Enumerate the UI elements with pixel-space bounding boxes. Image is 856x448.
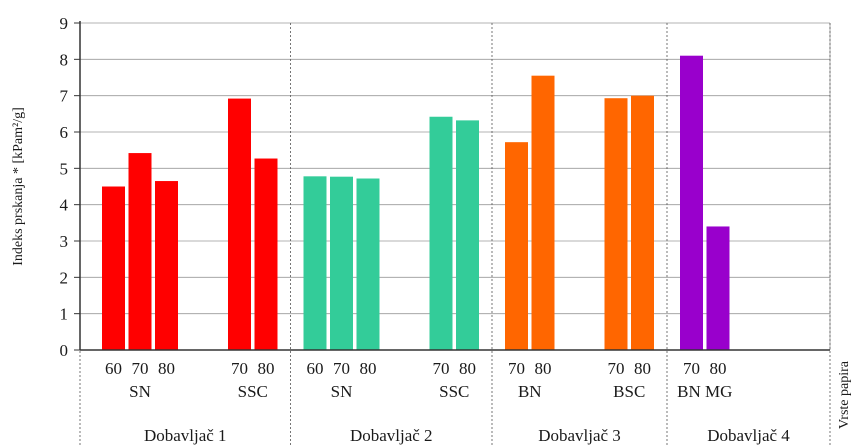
bar — [102, 186, 125, 350]
bar — [128, 153, 152, 350]
horizontal-gridlines — [80, 22, 831, 350]
x-tick-label: 70 — [433, 359, 450, 378]
bar — [604, 98, 628, 351]
bar — [155, 181, 178, 350]
x-tick-label: 80 — [634, 359, 651, 378]
y-tick-label: 9 — [60, 14, 69, 33]
bar — [303, 176, 327, 350]
x-tick-label: 80 — [360, 359, 377, 378]
supplier-label: Dobavljač 4 — [707, 426, 790, 445]
bar — [456, 120, 479, 350]
y-tick-label: 3 — [60, 232, 69, 251]
bar — [429, 116, 453, 351]
x-tick-label: 80 — [459, 359, 476, 378]
x-tick-label: 70 — [683, 359, 700, 378]
group-label: BSC — [613, 382, 645, 401]
group-label: SN — [129, 382, 151, 401]
y-tick-label: 7 — [60, 87, 69, 106]
group-label: SSC — [439, 382, 469, 401]
y-tick-label: 1 — [60, 305, 69, 324]
supplier-separators — [79, 23, 831, 446]
bars — [102, 55, 730, 351]
bar — [631, 95, 654, 351]
bar — [356, 178, 380, 350]
x-axis-labels: 60 70 80 SN 70 80 SSC 60 70 80 SN 70 80 SSC 70 80 BN 70 80… — [105, 359, 790, 445]
x-axis-side-label: Vrste papira — [837, 360, 852, 429]
bar — [254, 158, 278, 350]
x-tick-label: 80 — [258, 359, 275, 378]
bar — [505, 142, 528, 350]
y-tick-label: 8 — [60, 50, 69, 69]
supplier-label: Dobavljač 1 — [144, 426, 227, 445]
y-axis-ticks: 0 1 2 3 4 5 6 7 8 9 — [60, 14, 80, 360]
bar — [706, 226, 730, 350]
y-tick-label: 5 — [60, 159, 69, 178]
bar — [531, 75, 555, 350]
x-tick-label: 70 — [333, 359, 350, 378]
y-tick-label: 4 — [60, 196, 69, 215]
x-tick-label: 70 — [508, 359, 525, 378]
x-tick-label: 80 — [158, 359, 175, 378]
x-tick-label: 70 — [608, 359, 625, 378]
group-label: SSC — [238, 382, 268, 401]
y-tick-label: 2 — [60, 268, 69, 287]
group-label: BN — [518, 382, 542, 401]
x-tick-label: 70 — [132, 359, 149, 378]
y-tick-label: 6 — [60, 123, 69, 142]
bar — [228, 98, 251, 350]
x-tick-label: 80 — [710, 359, 727, 378]
x-tick-label: 60 — [307, 359, 324, 378]
supplier-label: Dobavljač 3 — [538, 426, 621, 445]
y-axis-label: Indeks prskanja * [kPam²/g] — [11, 107, 26, 266]
bar — [330, 176, 353, 350]
group-label: SN — [331, 382, 353, 401]
y-tick-label: 0 — [60, 341, 69, 360]
x-tick-label: 60 — [105, 359, 122, 378]
group-label: BN MG — [677, 382, 732, 401]
supplier-label: Dobavljač 2 — [350, 426, 433, 445]
x-tick-label: 80 — [535, 359, 552, 378]
x-tick-label: 70 — [231, 359, 248, 378]
bar — [680, 55, 703, 350]
